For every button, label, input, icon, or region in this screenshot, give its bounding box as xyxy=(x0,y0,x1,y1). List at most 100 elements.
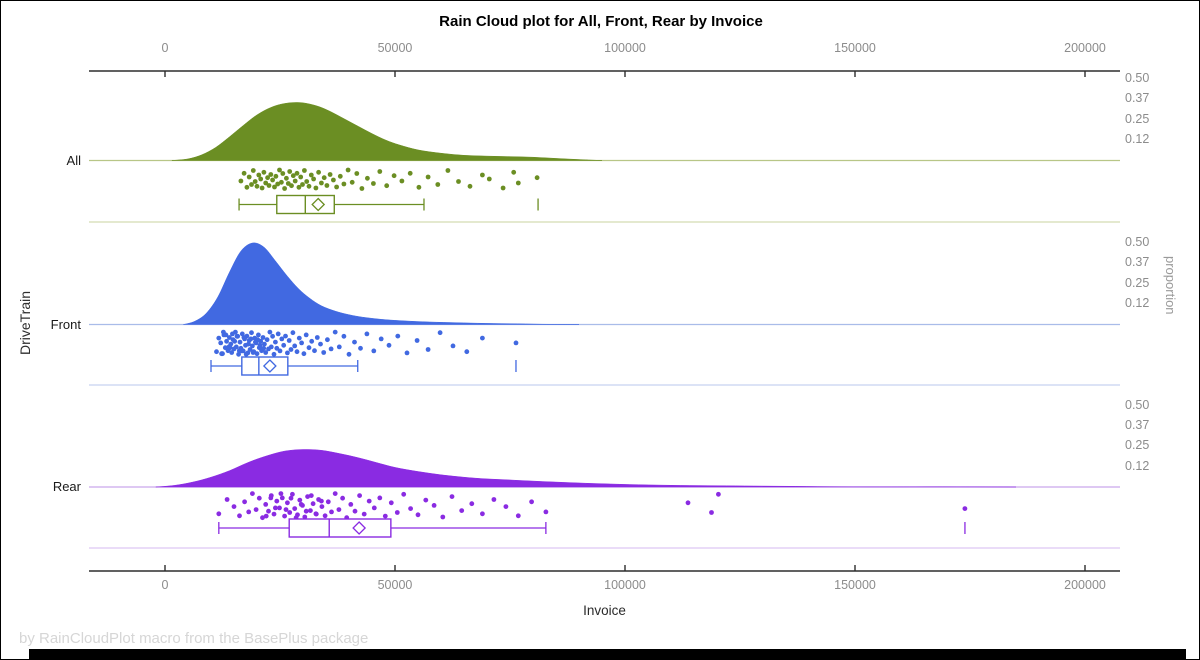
rain-point-front xyxy=(325,337,330,343)
rain-point-front xyxy=(239,348,245,354)
rain-point-all xyxy=(377,169,383,174)
rain-point-rear xyxy=(394,510,400,515)
rain-point-front xyxy=(312,348,317,354)
rain-point-all xyxy=(294,170,300,176)
rain-point-front xyxy=(271,351,277,357)
rain-point-all xyxy=(244,184,250,190)
rain-point-front xyxy=(306,345,312,351)
rain-point-front xyxy=(346,351,352,357)
rain-point-front xyxy=(283,333,288,339)
rain-point-all xyxy=(467,183,473,189)
rain-point-front xyxy=(262,341,267,347)
rain-point-rear xyxy=(246,509,252,515)
rain-point-rear xyxy=(283,507,289,512)
proportion-tick-rear-0.50: 0.50 xyxy=(1125,397,1150,412)
rain-point-front xyxy=(314,335,320,340)
x-top-tick-label-150000: 150000 xyxy=(834,41,876,55)
rain-point-rear xyxy=(515,513,521,519)
rain-point-all xyxy=(391,173,397,179)
rain-point-all xyxy=(261,169,267,175)
rain-point-rear xyxy=(459,508,465,513)
rain-point-front xyxy=(395,333,401,339)
rain-point-front xyxy=(227,335,232,340)
rain-point-front xyxy=(236,351,242,357)
rain-point-all xyxy=(290,173,296,179)
rain-point-all xyxy=(282,186,287,191)
rain-point-rear xyxy=(401,491,407,497)
rain-point-all xyxy=(296,184,302,190)
proportion-tick-rear-0.37: 0.37 xyxy=(1125,417,1150,432)
rain-point-rear xyxy=(282,513,287,519)
rain-point-front xyxy=(336,344,342,350)
rain-point-all xyxy=(331,177,336,183)
x-top-tick-label-200000: 200000 xyxy=(1064,41,1106,55)
rain-point-rear xyxy=(297,497,303,503)
rain-point-all xyxy=(500,185,506,191)
rain-point-rear xyxy=(288,495,294,501)
x-bottom-tick-label-0: 0 xyxy=(161,578,169,592)
rain-point-all xyxy=(327,172,333,177)
x-bottom-tick-label-100000: 100000 xyxy=(604,578,646,592)
rain-point-rear xyxy=(371,505,377,511)
rain-point-all xyxy=(273,173,279,179)
rain-point-rear xyxy=(292,506,298,511)
rain-point-rear xyxy=(266,508,271,514)
rain-point-front xyxy=(268,344,274,350)
rain-point-all xyxy=(246,174,252,180)
rain-point-all xyxy=(365,175,370,181)
rain-point-all xyxy=(425,174,431,180)
rain-point-all xyxy=(252,179,258,184)
rain-point-front xyxy=(273,339,278,345)
rain-point-rear xyxy=(322,513,328,519)
rain-point-rear xyxy=(263,513,269,519)
mean-diamond-all xyxy=(311,197,326,212)
rain-point-front xyxy=(246,341,251,347)
rain-point-front xyxy=(270,333,275,339)
category-label-front: Front xyxy=(50,316,81,332)
proportion-tick-rear-0.25: 0.25 xyxy=(1125,438,1150,453)
rain-point-front xyxy=(279,336,285,342)
rain-point-front xyxy=(301,351,307,357)
rain-point-front xyxy=(243,351,249,357)
rain-point-all xyxy=(384,183,390,189)
y2-axis-title: proportion xyxy=(1163,256,1178,315)
rain-point-all xyxy=(277,167,282,173)
rain-point-front xyxy=(241,335,247,340)
rain-point-all xyxy=(263,180,269,186)
rain-point-front xyxy=(277,348,283,354)
rain-point-all xyxy=(324,183,330,188)
rain-point-front xyxy=(230,331,235,337)
x-top-tick-label-0: 0 xyxy=(161,41,169,55)
rain-point-all xyxy=(515,180,521,186)
rain-point-front xyxy=(253,339,258,345)
rain-point-rear xyxy=(480,511,485,517)
rain-point-all xyxy=(256,172,262,178)
rain-point-front xyxy=(285,350,290,356)
rain-point-all xyxy=(371,181,376,186)
box-front xyxy=(241,356,289,376)
rain-point-front xyxy=(250,343,255,349)
rain-point-front xyxy=(318,341,323,347)
rain-point-rear xyxy=(361,511,367,517)
rain-point-front xyxy=(371,348,377,354)
rain-point-all xyxy=(302,168,307,173)
rain-point-all xyxy=(345,167,351,173)
rain-point-all xyxy=(254,183,260,189)
rain-point-all xyxy=(486,176,492,182)
rain-point-rear xyxy=(319,498,324,504)
rain-point-front xyxy=(364,331,370,337)
rain-point-all xyxy=(272,184,277,190)
rain-point-rear xyxy=(224,497,230,502)
rain-point-front xyxy=(352,339,357,345)
rain-point-rear xyxy=(303,508,309,514)
rain-point-rear xyxy=(237,513,242,519)
rain-point-all xyxy=(445,168,451,173)
chart-title: Rain Cloud plot for All, Front, Rear by … xyxy=(439,13,763,30)
x-bottom-tick-label-50000: 50000 xyxy=(377,578,413,592)
rain-point-front xyxy=(237,339,243,345)
rain-point-front xyxy=(404,350,410,356)
rain-point-rear xyxy=(256,495,262,501)
box-rear xyxy=(288,518,392,538)
